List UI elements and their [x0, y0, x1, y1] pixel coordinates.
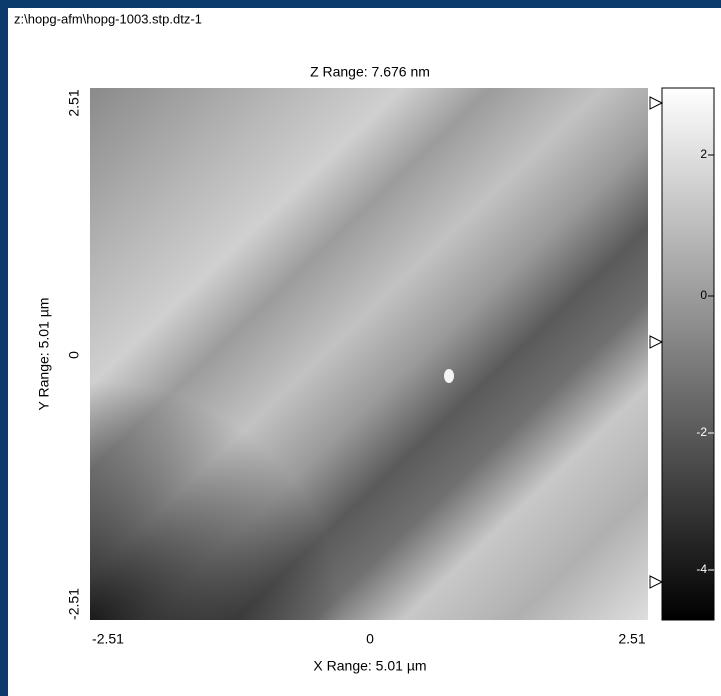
page: z:\hopg-afm\hopg-1003.stp.dtz-1 Z Range:…: [0, 0, 721, 696]
colorbar-tick-label: 0: [700, 288, 707, 302]
colorbar: [662, 88, 714, 620]
afm-particle: [444, 369, 454, 383]
y-tick-label: 0: [66, 351, 82, 359]
x-axis-label: X Range: 5.01 µm: [313, 658, 426, 674]
image-title: Z Range: 7.676 nm: [310, 64, 430, 80]
colorbar-tick-label: -4: [696, 562, 707, 576]
y-axis-label: Y Range: 5.01 µm: [36, 298, 52, 411]
x-tick-label: -2.51: [92, 631, 124, 647]
colorbar-tick-label: -2: [696, 425, 707, 439]
window-title: z:\hopg-afm\hopg-1003.stp.dtz-1: [14, 11, 202, 26]
y-tick-label: -2.51: [66, 588, 82, 620]
y-tick-label: 2.51: [66, 89, 82, 116]
window: z:\hopg-afm\hopg-1003.stp.dtz-1 Z Range:…: [0, 0, 721, 696]
x-tick-label: 0: [366, 631, 374, 647]
colorbar-tick-label: 2: [700, 147, 707, 161]
afm-shade: [90, 88, 648, 620]
x-tick-label: 2.51: [618, 631, 645, 647]
